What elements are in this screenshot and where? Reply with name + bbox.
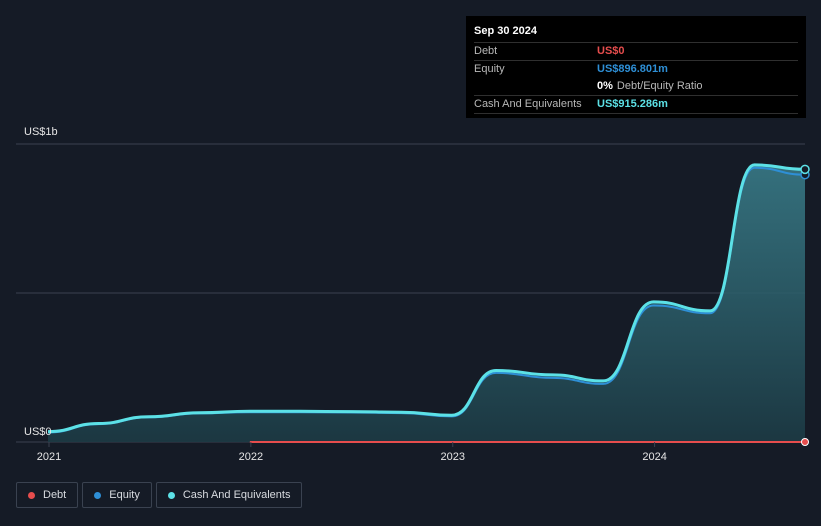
legend: Debt Equity Cash And Equivalents <box>16 482 303 508</box>
x-axis-ticks: 2021 2022 2023 2024 <box>37 442 667 463</box>
legend-debt-label: Debt <box>43 489 67 501</box>
tooltip-ratio-spacer <box>474 78 597 95</box>
tooltip-equity-label: Equity <box>474 63 505 75</box>
legend-equity-label: Equity <box>109 489 140 501</box>
y-axis-ticks: US$0 US$1b <box>24 126 58 438</box>
legend-debt[interactable]: Debt <box>16 482 79 508</box>
tooltip-debt-value: US$0 <box>597 45 625 57</box>
legend-cash[interactable]: Cash And Equivalents <box>155 482 303 508</box>
tooltip-cash-label: Cash And Equivalents <box>474 98 582 110</box>
series-lines <box>47 163 806 443</box>
cash-area-fill <box>48 164 805 442</box>
legend-cash-label: Cash And Equivalents <box>182 489 291 501</box>
x-tick-label-2: 2023 <box>440 451 464 463</box>
x-tick-label-1: 2022 <box>239 451 263 463</box>
tooltip-panel: Sep 30 2024 Debt US$0 Equity US$896.801m… <box>466 16 806 118</box>
y-tick-label-1: US$1b <box>24 126 58 138</box>
equity-dot-icon <box>94 491 102 499</box>
debt-end-marker <box>801 438 809 446</box>
tooltip-debt-label: Debt <box>474 45 498 57</box>
tooltip-debt-row: Debt US$0 <box>474 43 798 61</box>
tooltip-cash-row: Cash And Equivalents US$915.286m <box>474 96 798 114</box>
x-tick-label-0: 2021 <box>37 451 61 463</box>
tooltip-cash-value: US$915.286m <box>597 98 668 110</box>
tooltip-ratio-row: 0% Debt/Equity Ratio <box>474 78 798 96</box>
cash-dot-icon <box>167 491 175 499</box>
tooltip-ratio-label: Debt/Equity Ratio <box>616 80 703 92</box>
tooltip-date: Sep 30 2024 <box>474 24 798 43</box>
tooltip-equity-row: Equity US$896.801m <box>474 61 798 78</box>
tooltip-ratio-value: 0% <box>597 80 613 92</box>
cash-area <box>48 164 805 442</box>
legend-equity[interactable]: Equity <box>82 482 152 508</box>
y-tick-label-0: US$0 <box>24 426 52 438</box>
cash-line <box>47 163 806 434</box>
tooltip-equity-value: US$896.801m <box>597 63 668 75</box>
x-tick-label-3: 2024 <box>642 451 666 463</box>
end-markers <box>800 164 810 446</box>
debt-dot-icon <box>28 491 35 499</box>
cash-end-marker <box>800 164 810 175</box>
